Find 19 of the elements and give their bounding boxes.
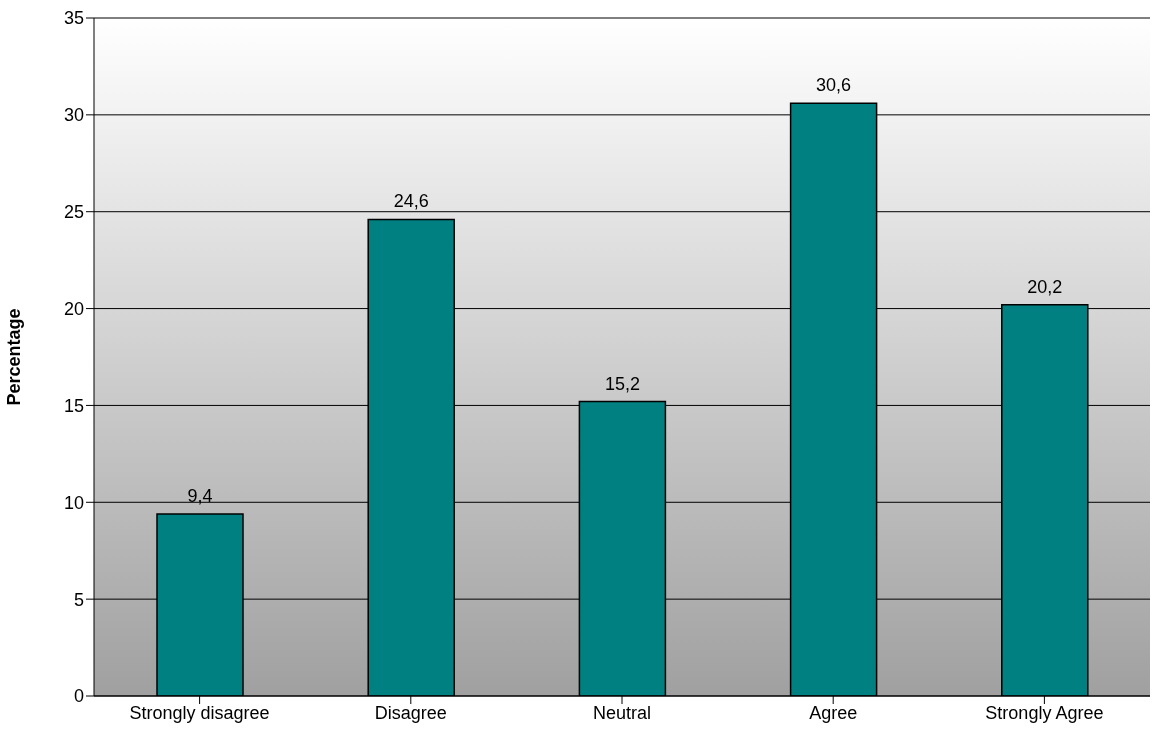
x-tick-label: Disagree xyxy=(374,702,447,723)
y-tick-label: 30 xyxy=(63,105,84,126)
y-tick-label: 25 xyxy=(63,202,84,223)
x-tick-label: Agree xyxy=(809,702,858,723)
data-label: 20,2 xyxy=(1027,276,1063,297)
y-tick-label: 20 xyxy=(63,298,84,319)
x-tick-label: Strongly Agree xyxy=(985,702,1104,723)
y-tick-label: 5 xyxy=(73,589,84,610)
y-tick-label: 10 xyxy=(63,492,84,513)
y-axis-title: Percentage xyxy=(4,308,25,406)
y-tick-label: 0 xyxy=(73,686,84,707)
data-label: 9,4 xyxy=(187,485,213,506)
y-tick-label: 35 xyxy=(63,8,84,29)
y-tick-label: 15 xyxy=(63,395,84,416)
x-tick-label: Neutral xyxy=(592,702,652,723)
data-label: 24,6 xyxy=(393,191,429,212)
data-label: 30,6 xyxy=(816,75,852,96)
x-tick-label: Strongly disagree xyxy=(129,702,270,723)
data-label: 15,2 xyxy=(604,373,640,394)
